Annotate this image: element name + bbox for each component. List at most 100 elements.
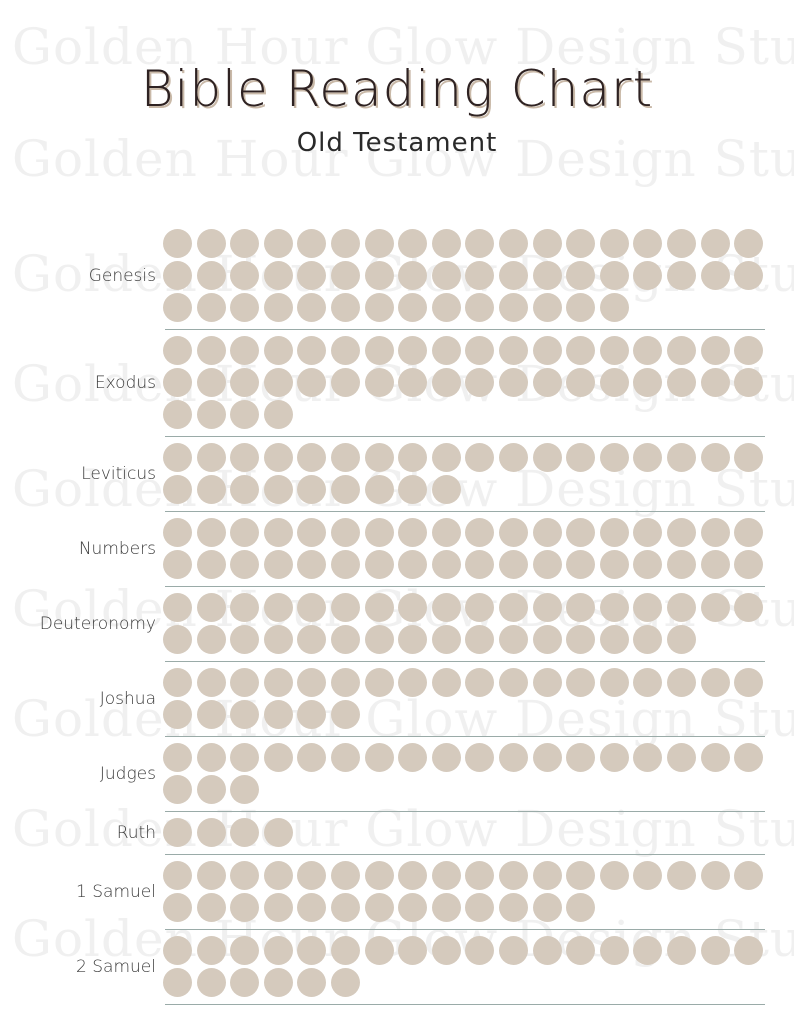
chapter-circle[interactable] xyxy=(163,229,192,258)
chapter-circle[interactable] xyxy=(499,443,528,472)
chapter-circle[interactable] xyxy=(163,700,192,729)
chapter-circle[interactable] xyxy=(398,293,428,322)
chapter-circle[interactable] xyxy=(431,293,461,322)
chapter-circle[interactable] xyxy=(364,743,394,772)
chapter-circle[interactable] xyxy=(566,261,596,290)
chapter-circle[interactable] xyxy=(331,293,360,322)
chapter-circle[interactable] xyxy=(331,861,360,890)
chapter-circle[interactable] xyxy=(364,893,394,922)
chapter-circle[interactable] xyxy=(263,818,293,847)
chapter-circle[interactable] xyxy=(331,700,360,729)
chapter-circle[interactable] xyxy=(465,893,495,922)
chapter-circle[interactable] xyxy=(532,936,562,965)
chapter-circle[interactable] xyxy=(667,625,696,654)
chapter-circle[interactable] xyxy=(331,475,360,504)
chapter-circle[interactable] xyxy=(700,668,730,697)
chapter-circle[interactable] xyxy=(667,593,696,622)
chapter-circle[interactable] xyxy=(465,625,495,654)
chapter-circle[interactable] xyxy=(465,743,495,772)
chapter-circle[interactable] xyxy=(499,593,528,622)
chapter-circle[interactable] xyxy=(331,443,360,472)
chapter-circle[interactable] xyxy=(599,336,629,365)
chapter-circle[interactable] xyxy=(196,818,226,847)
chapter-circle[interactable] xyxy=(566,293,596,322)
chapter-circle[interactable] xyxy=(734,743,764,772)
chapter-circle[interactable] xyxy=(633,861,663,890)
chapter-circle[interactable] xyxy=(331,625,360,654)
chapter-circle[interactable] xyxy=(700,368,730,397)
chapter-circle[interactable] xyxy=(566,336,596,365)
chapter-circle[interactable] xyxy=(499,893,528,922)
chapter-circle[interactable] xyxy=(566,593,596,622)
chapter-circle[interactable] xyxy=(465,368,495,397)
chapter-circle[interactable] xyxy=(230,818,260,847)
chapter-circle[interactable] xyxy=(297,443,327,472)
chapter-circle[interactable] xyxy=(163,968,192,997)
chapter-circle[interactable] xyxy=(196,229,226,258)
chapter-circle[interactable] xyxy=(230,293,260,322)
chapter-circle[interactable] xyxy=(599,293,629,322)
chapter-circle[interactable] xyxy=(263,700,293,729)
chapter-circle[interactable] xyxy=(431,893,461,922)
chapter-circle[interactable] xyxy=(566,550,596,579)
chapter-circle[interactable] xyxy=(331,893,360,922)
chapter-circle[interactable] xyxy=(263,293,293,322)
chapter-circle[interactable] xyxy=(599,861,629,890)
chapter-circle[interactable] xyxy=(566,368,596,397)
chapter-circle[interactable] xyxy=(163,293,192,322)
chapter-circle[interactable] xyxy=(230,968,260,997)
chapter-circle[interactable] xyxy=(398,368,428,397)
chapter-circle[interactable] xyxy=(364,593,394,622)
chapter-circle[interactable] xyxy=(398,936,428,965)
chapter-circle[interactable] xyxy=(364,668,394,697)
chapter-circle[interactable] xyxy=(431,936,461,965)
chapter-circle[interactable] xyxy=(499,368,528,397)
chapter-circle[interactable] xyxy=(499,518,528,547)
chapter-circle[interactable] xyxy=(263,861,293,890)
chapter-circle[interactable] xyxy=(263,229,293,258)
chapter-circle[interactable] xyxy=(398,518,428,547)
chapter-circle[interactable] xyxy=(532,443,562,472)
chapter-circle[interactable] xyxy=(633,743,663,772)
chapter-circle[interactable] xyxy=(196,893,226,922)
chapter-circle[interactable] xyxy=(364,368,394,397)
chapter-circle[interactable] xyxy=(263,893,293,922)
chapter-circle[interactable] xyxy=(230,700,260,729)
chapter-circle[interactable] xyxy=(599,936,629,965)
chapter-circle[interactable] xyxy=(566,229,596,258)
chapter-circle[interactable] xyxy=(331,518,360,547)
chapter-circle[interactable] xyxy=(230,336,260,365)
chapter-circle[interactable] xyxy=(532,293,562,322)
chapter-circle[interactable] xyxy=(331,936,360,965)
chapter-circle[interactable] xyxy=(163,668,192,697)
chapter-circle[interactable] xyxy=(230,861,260,890)
chapter-circle[interactable] xyxy=(163,400,192,429)
chapter-circle[interactable] xyxy=(499,293,528,322)
chapter-circle[interactable] xyxy=(230,475,260,504)
chapter-circle[interactable] xyxy=(163,550,192,579)
chapter-circle[interactable] xyxy=(263,368,293,397)
chapter-circle[interactable] xyxy=(297,936,327,965)
chapter-circle[interactable] xyxy=(532,625,562,654)
chapter-circle[interactable] xyxy=(364,936,394,965)
chapter-circle[interactable] xyxy=(499,861,528,890)
chapter-circle[interactable] xyxy=(163,443,192,472)
chapter-circle[interactable] xyxy=(734,668,764,697)
chapter-circle[interactable] xyxy=(499,668,528,697)
chapter-circle[interactable] xyxy=(599,625,629,654)
chapter-circle[interactable] xyxy=(633,229,663,258)
chapter-circle[interactable] xyxy=(700,261,730,290)
chapter-circle[interactable] xyxy=(263,743,293,772)
chapter-circle[interactable] xyxy=(633,550,663,579)
chapter-circle[interactable] xyxy=(633,593,663,622)
chapter-circle[interactable] xyxy=(230,625,260,654)
chapter-circle[interactable] xyxy=(163,818,192,847)
chapter-circle[interactable] xyxy=(431,668,461,697)
chapter-circle[interactable] xyxy=(263,593,293,622)
chapter-circle[interactable] xyxy=(196,861,226,890)
chapter-circle[interactable] xyxy=(700,743,730,772)
chapter-circle[interactable] xyxy=(667,518,696,547)
chapter-circle[interactable] xyxy=(499,229,528,258)
chapter-circle[interactable] xyxy=(465,229,495,258)
chapter-circle[interactable] xyxy=(633,368,663,397)
